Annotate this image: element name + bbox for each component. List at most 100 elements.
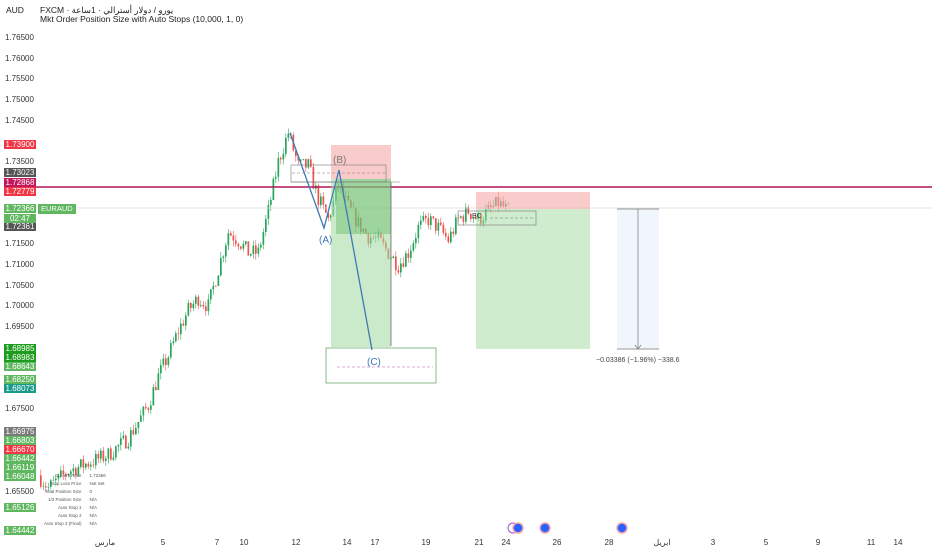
candle: [430, 216, 432, 226]
candle: [270, 199, 272, 205]
symbol-source[interactable]: FXCM · يورو / دولار أسترالي · 1ساعة: [40, 5, 174, 15]
candle: [402, 263, 405, 267]
candle: [207, 299, 210, 312]
info-value: Not Set: [89, 480, 105, 486]
candle: [302, 158, 305, 160]
candle: [240, 246, 242, 249]
price-label: 1.66670: [4, 445, 36, 454]
info-value: 0: [89, 488, 93, 494]
candle: [72, 468, 75, 472]
price-label: 1.66442: [4, 454, 36, 463]
candle: [82, 459, 85, 468]
candle: [120, 438, 122, 445]
candle: [200, 304, 202, 306]
candle: [415, 238, 417, 244]
candle: [325, 204, 327, 213]
candle: [445, 232, 447, 237]
candle: [182, 323, 185, 326]
candle: [67, 473, 70, 476]
candle: [85, 463, 87, 468]
price-label: 1.72868: [4, 178, 36, 187]
x-tick: 17: [370, 538, 380, 547]
candle: [257, 247, 260, 254]
candle: [277, 157, 280, 177]
candle: [317, 185, 320, 206]
price-label: 1.66975: [4, 427, 36, 436]
candle: [105, 458, 107, 461]
candle: [397, 270, 400, 273]
candle: [252, 245, 255, 254]
candle: [432, 216, 435, 219]
info-row: Auto Stop 3 (Final) N/A: [40, 519, 110, 527]
candle: [52, 480, 55, 481]
info-value: N/A: [89, 520, 98, 526]
candle: [50, 480, 52, 488]
candle: [115, 446, 117, 458]
price-label: 1.72366: [4, 204, 36, 213]
candle: [112, 457, 115, 460]
candle: [100, 450, 102, 459]
x-tick: 12: [291, 538, 301, 547]
short-position-stop-zone: [331, 145, 391, 179]
candle: [130, 430, 132, 447]
candle: [230, 233, 232, 236]
candle: [255, 245, 257, 254]
x-tick: 10: [239, 538, 249, 547]
candle: [285, 137, 287, 154]
short-position-target-zone-2: [476, 209, 590, 349]
price-label: 1.68073: [4, 384, 36, 393]
info-label: Stop Loss Price: [50, 480, 82, 486]
box-c: [325, 347, 437, 384]
candle: [400, 263, 402, 273]
x-tick: 5: [160, 538, 166, 547]
candle: [250, 253, 252, 256]
candle: [310, 159, 312, 167]
countdown-label: 02:47: [4, 214, 36, 223]
candle: [237, 243, 240, 247]
x-tick: 26: [552, 538, 562, 547]
candle: [447, 236, 450, 243]
event-icon: [616, 522, 628, 534]
candle: [465, 207, 467, 222]
wave-label-c: (C): [367, 357, 381, 368]
info-value: N/A: [89, 504, 98, 510]
price-label: 1.64442: [4, 526, 36, 535]
candle: [425, 215, 427, 219]
position-size-table: Current Price 1.72366 Stop Loss Price Not S…: [40, 471, 110, 527]
measure-label: −0.03386 (−1.96%) −338.6: [596, 357, 680, 364]
candle: [410, 250, 412, 258]
candle: [95, 453, 97, 466]
price-label: 1.66119: [4, 463, 36, 472]
candle: [320, 196, 322, 206]
info-row: 1/3 Position Size N/A: [40, 495, 110, 503]
candle: [87, 463, 90, 467]
short-position-fill: [336, 179, 391, 234]
candle: [62, 470, 65, 475]
candle: [180, 323, 182, 335]
candle: [210, 289, 212, 300]
y-tick: 1.73500: [5, 156, 34, 166]
candle: [122, 435, 125, 439]
candle: [160, 364, 162, 374]
x-tick: 11: [866, 538, 876, 547]
candle: [60, 470, 62, 475]
wave-label-b: (B): [333, 155, 347, 166]
abc-wave-line: [289, 132, 373, 351]
info-row: Total Position Size 0: [40, 487, 110, 495]
candle: [192, 303, 195, 309]
short-position-target-zone: [331, 179, 391, 347]
price-label: 1.68643: [4, 362, 36, 371]
candle: [155, 387, 157, 390]
candle: [455, 217, 457, 234]
y-tick: 1.76500: [5, 33, 34, 42]
candle: [110, 448, 112, 460]
symbol-tag: EURAUD: [38, 204, 76, 214]
event-icon: [539, 522, 551, 534]
indicator-title[interactable]: Mkt Order Position Size with Auto Stops …: [40, 14, 244, 24]
candle: [472, 217, 475, 220]
candle: [167, 357, 170, 366]
x-tick: 3: [710, 538, 716, 547]
y-tick: 1.74500: [5, 115, 34, 125]
candle: [150, 405, 152, 410]
